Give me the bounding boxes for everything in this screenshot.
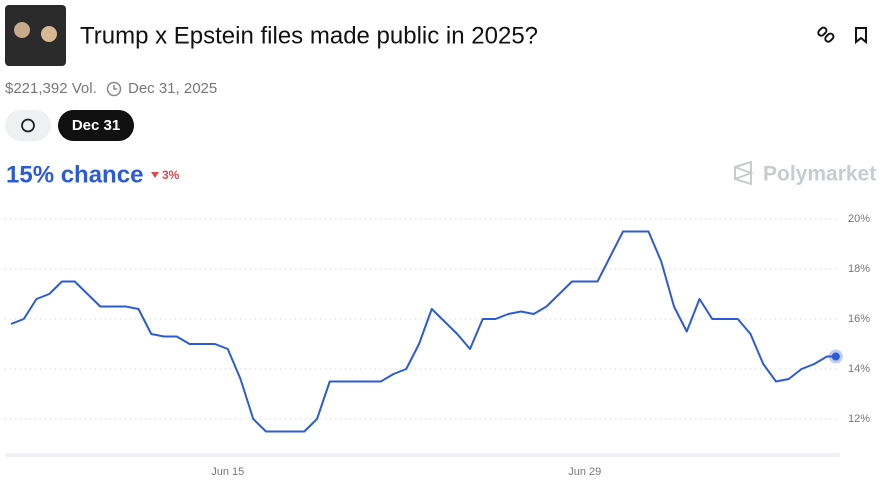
bookmark-icon[interactable] bbox=[855, 27, 867, 45]
x-tick-label: Jun 15 bbox=[211, 466, 244, 478]
current-point bbox=[831, 352, 840, 361]
date-tab[interactable] bbox=[58, 110, 134, 141]
clock-icon bbox=[113, 85, 117, 90]
link-icon[interactable] bbox=[817, 26, 835, 43]
brand: Polymarket bbox=[763, 163, 876, 186]
image-detail bbox=[41, 26, 57, 42]
brand-logo bbox=[734, 160, 754, 186]
market-title: Trump x Epstein files made public in 202… bbox=[80, 22, 538, 49]
volume: $221,392 Vol. bbox=[5, 80, 97, 97]
clock-icon bbox=[106, 81, 122, 97]
y-tick-label: 20% bbox=[848, 213, 870, 225]
history-icon bbox=[21, 118, 35, 133]
chance: 15% chance bbox=[6, 161, 143, 188]
market-image bbox=[5, 5, 66, 66]
y-tick-label: 14% bbox=[848, 363, 870, 375]
price-line bbox=[10, 230, 840, 433]
date-tab-label[interactable]: Dec 31 bbox=[72, 117, 120, 134]
y-tick-label: 16% bbox=[848, 313, 870, 325]
y-tick-label: 12% bbox=[848, 413, 870, 425]
time-scrubber bbox=[5, 453, 840, 457]
image-detail bbox=[14, 22, 30, 38]
down-icon bbox=[151, 172, 159, 178]
history-button[interactable] bbox=[5, 110, 51, 141]
end-date: Dec 31, 2025 bbox=[128, 80, 217, 97]
chance-change: 3% bbox=[162, 168, 180, 182]
x-tick-label: Jun 29 bbox=[568, 466, 601, 478]
y-tick-label: 18% bbox=[848, 263, 870, 275]
